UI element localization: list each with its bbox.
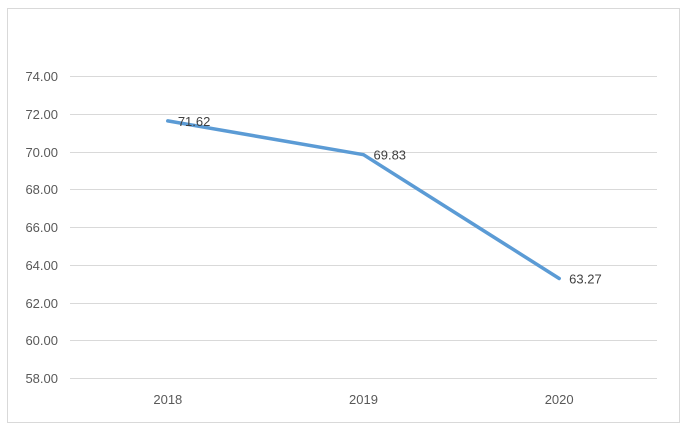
y-tick-label: 62.00 xyxy=(25,296,58,311)
series-group xyxy=(166,119,561,281)
x-tick-label: 2020 xyxy=(545,392,574,407)
y-tick-label: 58.00 xyxy=(25,371,58,386)
y-tick-label: 70.00 xyxy=(25,145,58,160)
x-tick-label: 2018 xyxy=(153,392,182,407)
y-tick-label: 60.00 xyxy=(25,333,58,348)
data-point xyxy=(166,119,170,123)
data-labels: 71.62 69.83 63.27 xyxy=(178,114,602,287)
y-tick-label: 72.00 xyxy=(25,107,58,122)
y-tick-label: 66.00 xyxy=(25,220,58,235)
series-line xyxy=(166,119,561,281)
x-tick-label: 2019 xyxy=(349,392,378,407)
data-label: 69.83 xyxy=(374,148,407,163)
x-axis-ticks: 2018 2019 2020 xyxy=(153,392,573,407)
y-axis-ticks: 58.00 60.00 62.00 64.00 66.00 68.00 70.00 72.00… xyxy=(25,69,58,386)
data-label: 63.27 xyxy=(569,272,602,287)
y-tick-label: 64.00 xyxy=(25,258,58,273)
gridlines xyxy=(70,76,657,379)
data-label: 71.62 xyxy=(178,114,211,129)
chart-area xyxy=(7,8,680,423)
data-point xyxy=(362,153,365,157)
data-point xyxy=(557,277,561,281)
y-tick-label: 68.00 xyxy=(25,182,58,197)
y-tick-label: 74.00 xyxy=(25,69,58,84)
